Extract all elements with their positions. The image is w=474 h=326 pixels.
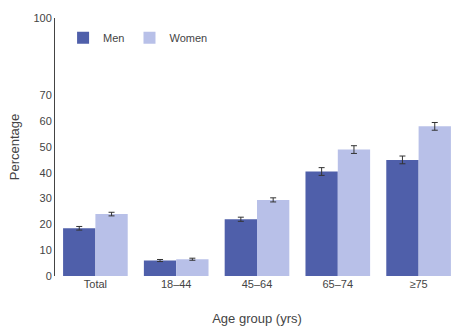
svg-text:≥75: ≥75 — [409, 278, 427, 290]
svg-text:30: 30 — [40, 192, 52, 204]
svg-text:18–44: 18–44 — [161, 278, 192, 290]
svg-text:0: 0 — [46, 270, 52, 282]
svg-text:50: 50 — [40, 141, 52, 153]
svg-text:Percentage: Percentage — [7, 114, 22, 181]
svg-text:65–74: 65–74 — [323, 278, 354, 290]
svg-text:Women: Women — [169, 32, 207, 44]
svg-text:40: 40 — [40, 167, 52, 179]
svg-text:Men: Men — [103, 32, 124, 44]
svg-text:10: 10 — [40, 244, 52, 256]
svg-text:Total: Total — [84, 278, 107, 290]
svg-text:20: 20 — [40, 218, 52, 230]
svg-text:45–64: 45–64 — [242, 278, 273, 290]
svg-text:70: 70 — [40, 89, 52, 101]
svg-text:60: 60 — [40, 115, 52, 127]
svg-text:Age group (yrs): Age group (yrs) — [212, 311, 302, 326]
svg-text:100: 100 — [33, 12, 51, 24]
